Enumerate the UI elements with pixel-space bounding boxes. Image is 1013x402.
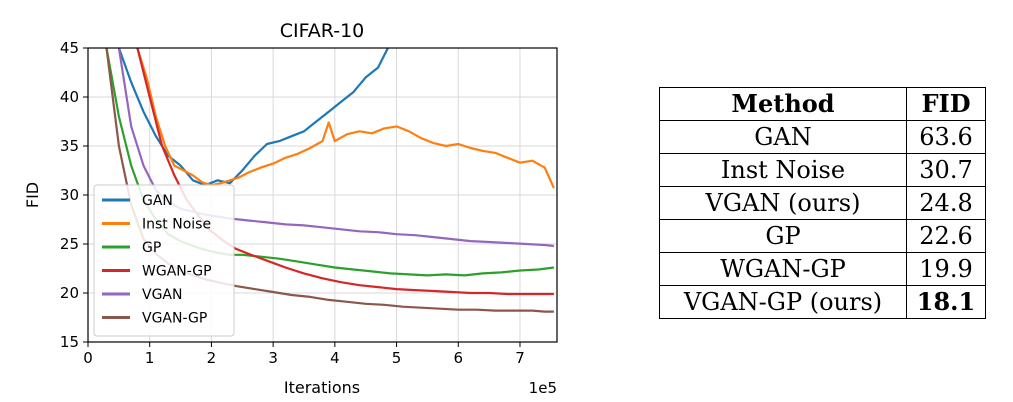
chart-title: CIFAR-10 [280, 20, 365, 42]
x-tick-label: 1 [145, 349, 155, 367]
legend-label-wgan-gp: WGAN-GP [142, 264, 212, 280]
legend-label-inst-noise: Inst Noise [142, 217, 211, 233]
chart-legend: GAN Inst Noise GP WGAN-GP VGAN VGAN-GP [93, 184, 235, 337]
fid-cell-best: 18.1 [906, 285, 986, 319]
series-line-gan [117, 48, 390, 187]
method-cell: Inst Noise [659, 153, 907, 187]
legend-label-gp: GP [142, 240, 161, 256]
fid-cell: 63.6 [906, 120, 986, 154]
method-cell: VGAN-GP (ours) [659, 285, 907, 319]
legend-label-vgan: VGAN [142, 287, 182, 303]
method-cell: WGAN-GP [659, 252, 907, 286]
table-row: GP 22.6 [659, 219, 986, 253]
x-tick-label: 6 [453, 349, 463, 367]
table-row: WGAN-GP 19.9 [659, 252, 986, 286]
table-row: Inst Noise 30.7 [659, 153, 986, 187]
legend-label-vgan-gp: VGAN-GP [142, 311, 207, 327]
x-tick-label: 4 [330, 349, 340, 367]
x-tick-label: 3 [268, 349, 278, 367]
y-tick-label: 15 [60, 333, 79, 351]
table-header-row: Method FID [659, 87, 986, 121]
y-tick-label: 40 [60, 88, 79, 106]
y-tick-label: 45 [60, 39, 79, 57]
method-column-header: Method [659, 87, 907, 121]
method-cell: GAN [659, 120, 907, 154]
table-row: VGAN (ours) 24.8 [659, 186, 986, 220]
method-cell: VGAN (ours) [659, 186, 907, 220]
fid-cell: 19.9 [906, 252, 986, 286]
y-tick-label: 30 [60, 186, 79, 204]
x-tick-label: 5 [392, 349, 402, 367]
x-tick-label: 0 [83, 349, 93, 367]
table-row: VGAN-GP (ours) 18.1 [659, 285, 986, 319]
x-scale-label: 1e5 [529, 379, 557, 397]
fid-cell: 22.6 [906, 219, 986, 253]
fid-column-header: FID [906, 87, 986, 121]
x-axis-label: Iterations [284, 378, 360, 397]
fid-cell: 24.8 [906, 186, 986, 220]
x-tick-label: 7 [515, 349, 525, 367]
x-tick-label: 2 [207, 349, 217, 367]
y-tick-label: 35 [60, 137, 79, 155]
fid-results-table: Method FID GAN 63.6 Inst Noise 30.7 VGAN… [659, 87, 986, 319]
table-row: GAN 63.6 [659, 120, 986, 154]
y-axis-label: FID [23, 182, 42, 208]
method-cell: GP [659, 219, 907, 253]
y-tick-label: 20 [60, 284, 79, 302]
series-line-inst-noise [136, 48, 555, 189]
y-tick-label: 25 [60, 235, 79, 253]
legend-label-gan: GAN [142, 193, 173, 209]
fid-cell: 30.7 [906, 153, 986, 187]
